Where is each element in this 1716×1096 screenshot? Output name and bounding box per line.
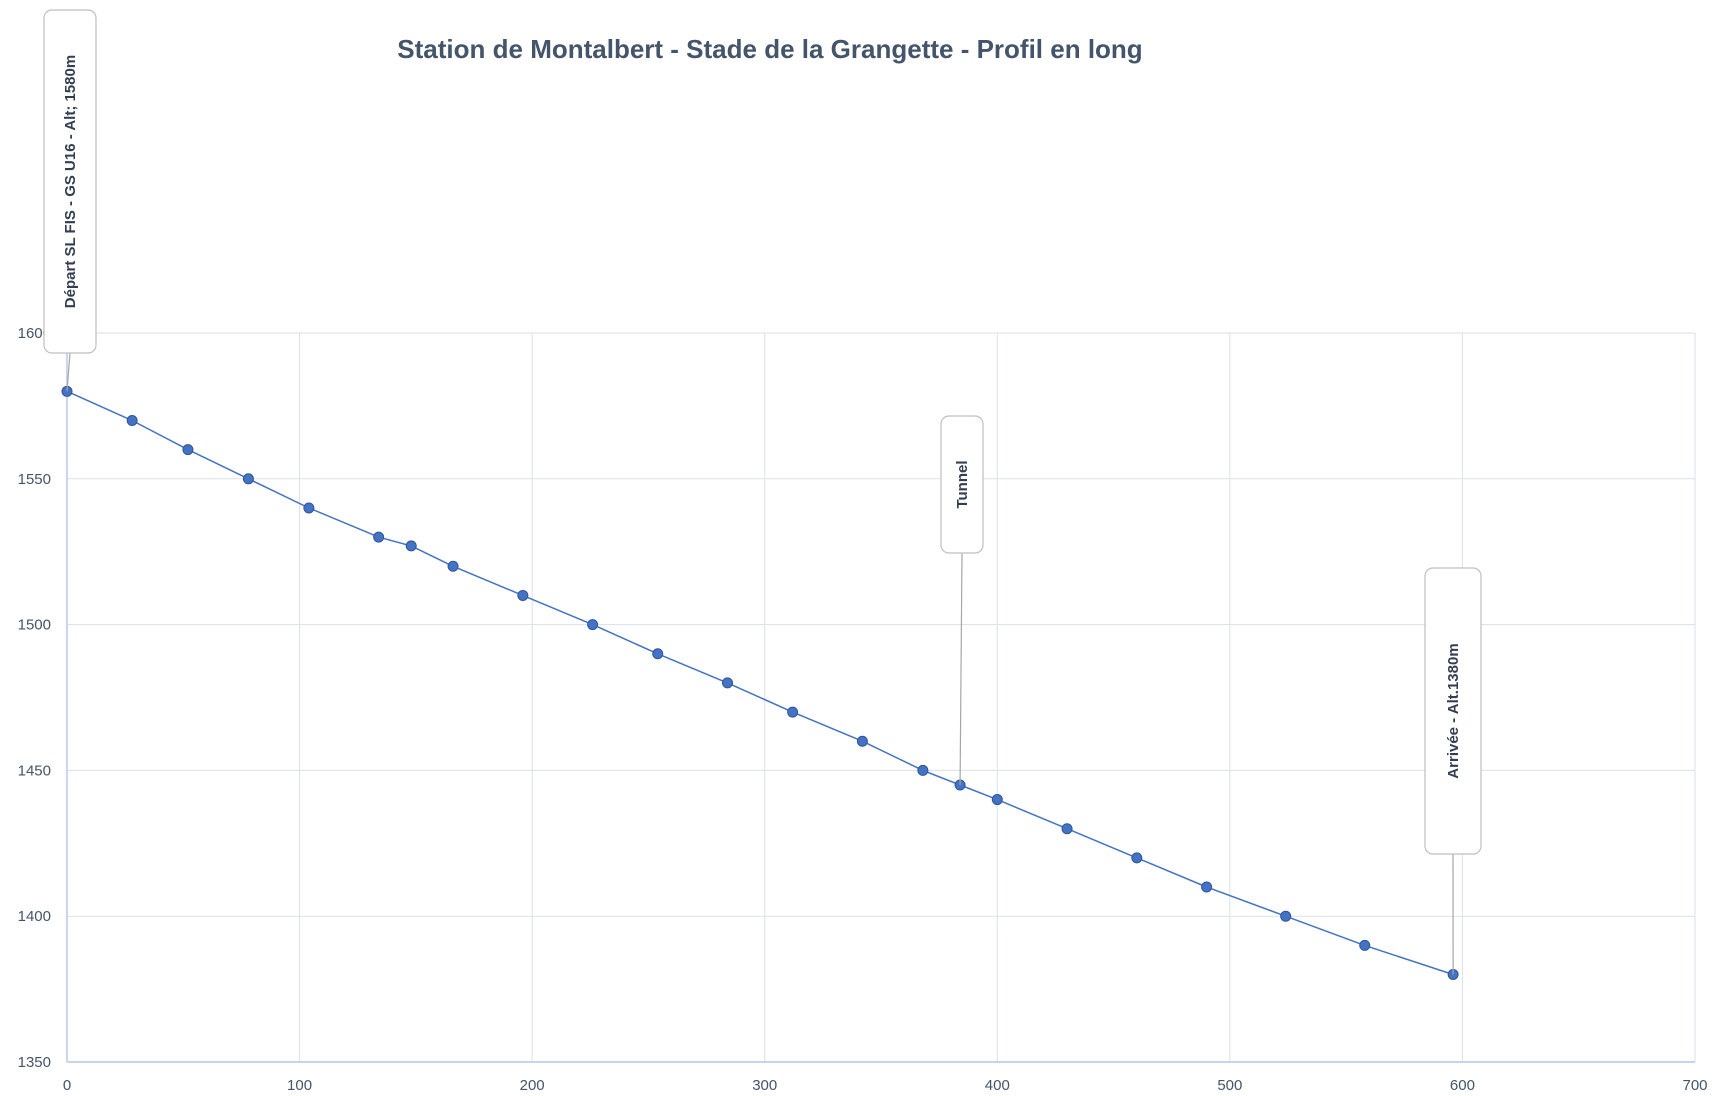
y-tick-label: 1550 xyxy=(18,471,51,488)
leader-line xyxy=(66,352,71,392)
x-tick-label: 100 xyxy=(287,1077,312,1094)
data-point xyxy=(652,648,664,660)
data-point xyxy=(856,735,868,747)
data-point xyxy=(917,764,929,776)
x-tick-label: 300 xyxy=(752,1077,777,1094)
callout-depart: Départ SL FIS - GS U16 - Alt; 1580m xyxy=(43,9,97,392)
data-point xyxy=(1061,823,1073,835)
callout-box xyxy=(940,415,984,554)
data-point xyxy=(1131,852,1143,864)
x-tick-label: 0 xyxy=(63,1077,71,1094)
data-point xyxy=(242,473,254,485)
x-tick-label: 700 xyxy=(1682,1077,1707,1094)
y-tick-label: 1350 xyxy=(18,1054,51,1071)
callout-box xyxy=(43,9,97,354)
series xyxy=(61,385,1459,981)
data-point xyxy=(447,560,459,572)
data-point xyxy=(587,619,599,631)
callout-label: Arrivée - Alt.1380m xyxy=(1445,643,1462,778)
callout-tunnel: Tunnel xyxy=(940,415,984,785)
data-point xyxy=(991,794,1003,806)
data-point xyxy=(517,589,529,601)
x-tick-label: 400 xyxy=(985,1077,1010,1094)
y-tick-label: 1600 xyxy=(18,325,51,342)
callout-label: Départ SL FIS - GS U16 - Alt; 1580m xyxy=(62,55,79,308)
callouts: Départ SL FIS - GS U16 - Alt; 1580m Tunne… xyxy=(43,9,1482,975)
data-point xyxy=(722,677,734,689)
callout-box xyxy=(1424,567,1482,855)
chart-title: Station de Montalbert - Stade de la Gran… xyxy=(397,34,1142,64)
data-point xyxy=(373,531,385,543)
x-tick-label: 200 xyxy=(520,1077,545,1094)
y-tick-label: 1400 xyxy=(18,908,51,925)
data-point xyxy=(126,414,138,426)
callout-arrivee: Arrivée - Alt.1380m xyxy=(1424,567,1482,975)
data-point xyxy=(1359,939,1371,951)
y-tick-label: 1500 xyxy=(18,617,51,634)
data-point xyxy=(303,502,315,514)
y-tick-label: 1450 xyxy=(18,762,51,779)
x-tick-label: 600 xyxy=(1450,1077,1475,1094)
data-point xyxy=(1201,881,1213,893)
data-point xyxy=(182,444,194,456)
data-point xyxy=(1280,910,1292,922)
x-tick-label: 500 xyxy=(1217,1077,1242,1094)
axes xyxy=(66,333,1695,1063)
tick-labels: 0 100 200 300 400 500 600 700 1350 1400 1450 1500 15… xyxy=(18,325,1708,1094)
callout-label: Tunnel xyxy=(954,460,971,508)
data-point xyxy=(787,706,799,718)
leader-line xyxy=(959,552,963,785)
data-point xyxy=(405,540,417,552)
